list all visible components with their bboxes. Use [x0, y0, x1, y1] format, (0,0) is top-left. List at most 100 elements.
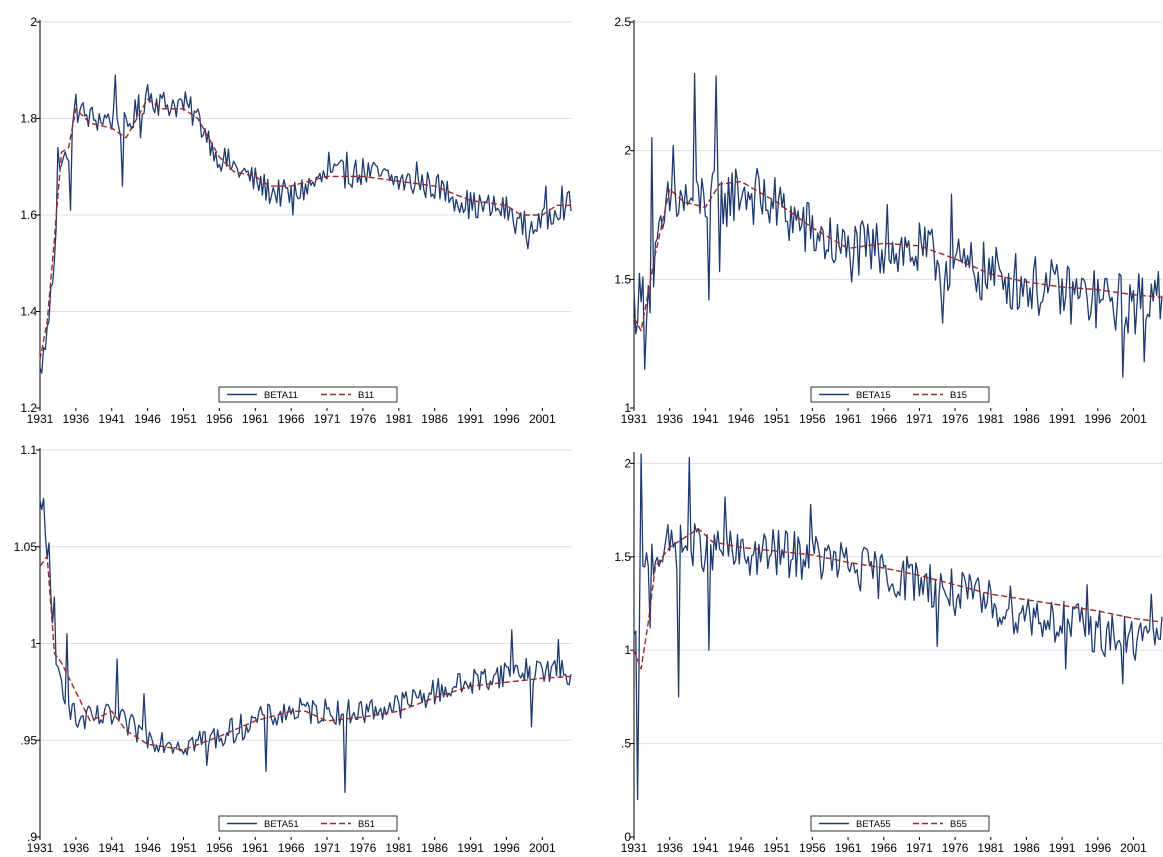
- legend: BETA11 B11: [218, 386, 398, 403]
- x-tick-label: 1991: [457, 412, 484, 426]
- chart-panel-beta55: 0 .5 1 1.5 2 1931 1936 1941 1946 1951 1956 1961 1966…: [582, 430, 1163, 857]
- x-tick-label: 1961: [242, 841, 269, 855]
- x-tick-label: 1931: [621, 412, 648, 426]
- y-tick-label: 1.2: [20, 401, 37, 415]
- x-tick-label: 1936: [63, 412, 90, 426]
- x-tick-label: 2001: [1120, 412, 1147, 426]
- x-tick-label: 1996: [493, 841, 520, 855]
- x-tick-label: 2001: [529, 841, 556, 855]
- x-tick-label: 1951: [170, 412, 197, 426]
- x-tick-label: 1991: [1049, 841, 1076, 855]
- x-tick-label: 1981: [385, 412, 412, 426]
- x-tick-label: 1946: [134, 841, 161, 855]
- y-tick-label: 1.6: [20, 208, 37, 222]
- x-tick-label: 1956: [799, 841, 826, 855]
- x-tick-label: 1976: [350, 841, 377, 855]
- legend: BETA55 B55: [810, 815, 990, 832]
- series-line-b15: [633, 180, 1163, 332]
- x-tick-label: 2001: [529, 412, 556, 426]
- x-tick-label: 1971: [906, 412, 933, 426]
- series-line-b11: [39, 98, 571, 360]
- y-tick-label: 2: [30, 15, 37, 29]
- x-tick-label: 1941: [98, 841, 125, 855]
- x-tick-label: 1996: [1084, 841, 1111, 855]
- x-tick-label: 1951: [763, 841, 790, 855]
- x-tick-label: 1961: [242, 412, 269, 426]
- x-tick-label: 1936: [656, 841, 683, 855]
- x-tick-label: 1971: [314, 841, 341, 855]
- x-tick-label: 1986: [1013, 841, 1040, 855]
- x-tick-label: 1956: [206, 412, 233, 426]
- chart-svg: .9 .95 1 1.05 1.1 1931 1936 1941 1946 1951 1956 196…: [14, 443, 572, 855]
- series-line-beta51: [39, 497, 572, 794]
- x-tick-label: 1951: [170, 841, 197, 855]
- x-tick-label: 1936: [656, 412, 683, 426]
- x-tick-label: 1951: [763, 412, 790, 426]
- x-tick-label: 1966: [278, 412, 305, 426]
- x-tick-label: 1936: [63, 841, 90, 855]
- x-tick-label: 1931: [27, 841, 54, 855]
- legend-label-beta15: BETA15: [856, 390, 891, 401]
- y-tick-label: 1.8: [20, 112, 37, 126]
- y-tick-label: .95: [20, 733, 37, 747]
- chart-panel-beta51: .9 .95 1 1.05 1.1 1931 1936 1941 1946 1951 1956 196…: [0, 430, 580, 857]
- x-tick-label: 2001: [1120, 841, 1147, 855]
- x-tick-label: 1971: [906, 841, 933, 855]
- x-tick-label: 1971: [314, 412, 341, 426]
- legend: BETA15 B15: [810, 386, 990, 403]
- legend-label-beta11: BETA11: [264, 390, 298, 401]
- legend-label-b15: B15: [950, 390, 967, 401]
- legend-label-b51: B51: [358, 819, 375, 830]
- legend-box: [810, 386, 990, 403]
- x-tick-label: 1956: [799, 412, 826, 426]
- y-tick-label: 1.4: [20, 305, 37, 319]
- x-tick-label: 1986: [1013, 412, 1040, 426]
- x-tick-label: 1966: [870, 412, 897, 426]
- x-tick-label: 1981: [977, 841, 1004, 855]
- x-tick-label: 1941: [692, 841, 719, 855]
- y-tick-label: 0: [624, 830, 631, 844]
- chart-svg: 1 1.5 2 2.5 1931 1936 1941 1946 1951 1956 1961 1966…: [614, 15, 1163, 426]
- x-tick-label: 1946: [728, 841, 755, 855]
- x-tick-label: 1946: [728, 412, 755, 426]
- x-tick-label: 1966: [278, 841, 305, 855]
- legend: BETA51 B51: [218, 815, 398, 832]
- legend-box: [218, 386, 398, 403]
- x-tick-label: 1961: [835, 412, 862, 426]
- y-tick-label: 1.1: [20, 443, 37, 457]
- chart-svg: 0 .5 1 1.5 2 1931 1936 1941 1946 1951 1956 1961 1966…: [614, 452, 1163, 855]
- y-tick-label: 1.5: [614, 550, 631, 564]
- x-tick-label: 1991: [1049, 412, 1076, 426]
- legend-label-beta55: BETA55: [856, 819, 891, 830]
- series-line-b51: [39, 555, 572, 751]
- x-tick-label: 1986: [421, 412, 448, 426]
- x-tick-label: 1946: [134, 412, 161, 426]
- x-tick-label: 1976: [942, 841, 969, 855]
- chart-svg: 1.2 1.4 1.6 1.8 2 1931 1936 1941 1946 1951 1956 196…: [20, 15, 572, 426]
- x-tick-label: 1976: [942, 412, 969, 426]
- y-tick-label: 2.5: [614, 15, 631, 29]
- series-line-beta15: [633, 72, 1163, 378]
- y-tick-label: 2: [624, 144, 631, 158]
- x-tick-label: 1976: [350, 412, 377, 426]
- series-line-b55: [633, 528, 1163, 670]
- x-tick-label: 1996: [1084, 412, 1111, 426]
- y-tick-label: .5: [621, 737, 631, 751]
- x-tick-label: 1991: [457, 841, 484, 855]
- series-line-beta11: [39, 74, 572, 374]
- x-tick-label: 1956: [206, 841, 233, 855]
- legend-box: [218, 815, 398, 832]
- legend-label-beta51: BETA51: [264, 819, 299, 830]
- x-tick-label: 1981: [977, 412, 1004, 426]
- x-tick-label: 1986: [421, 841, 448, 855]
- x-tick-label: 1996: [493, 412, 520, 426]
- x-tick-label: 1941: [692, 412, 719, 426]
- y-tick-label: 1.5: [614, 272, 631, 286]
- legend-box: [810, 815, 990, 832]
- y-tick-label: 1: [624, 401, 631, 415]
- x-tick-label: 1941: [98, 412, 125, 426]
- x-tick-label: 1966: [870, 841, 897, 855]
- legend-label-b11: B11: [358, 390, 374, 401]
- y-tick-label: 2: [624, 456, 631, 470]
- legend-label-b55: B55: [950, 819, 967, 830]
